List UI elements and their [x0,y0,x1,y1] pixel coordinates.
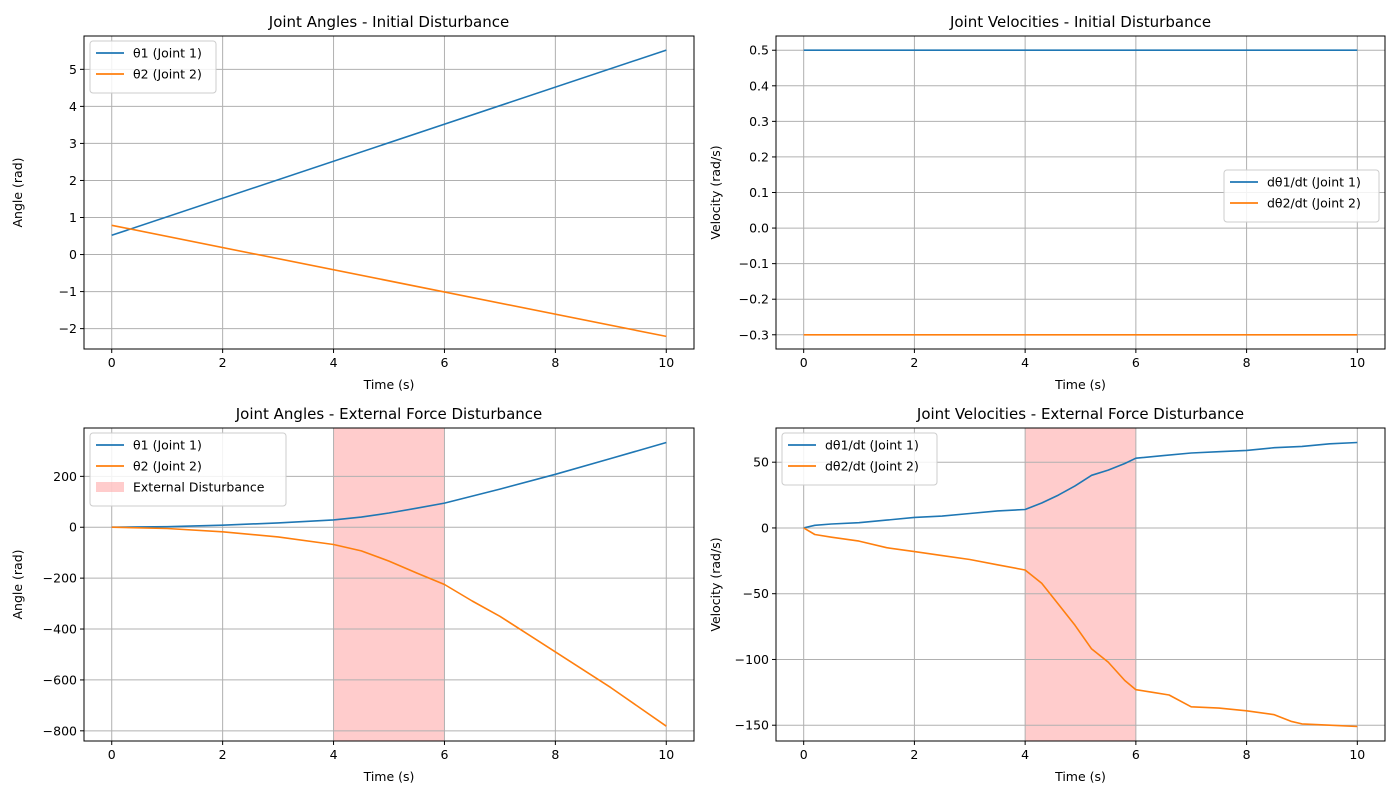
legend-label: θ1 (Joint 1) [133,46,202,61]
series-line-1 [803,441,1358,529]
y-tick-label: 50 [753,455,769,470]
x-tick-label: 2 [910,747,918,762]
y-tick-label: −100 [735,652,769,667]
series-line-1 [111,49,667,237]
y-tick-label: −600 [43,672,77,687]
chart-title: Joint Angles - Initial Disturbance [268,13,509,31]
y-tick-label: 5 [69,62,77,77]
y-tick-label: −0.3 [739,327,769,342]
x-tick-label: 8 [1243,747,1251,762]
legend-label: θ2 (Joint 2) [133,459,202,474]
y-tick-label: −2 [59,321,77,336]
y-tick-label: −1 [59,284,77,299]
chart-title: Joint Angles - External Force Disturbanc… [235,405,543,423]
x-tick-label: 0 [800,355,808,370]
y-tick-label: 4 [69,99,77,114]
y-axis-label: Angle (rad) [10,549,25,619]
chart-panel-4: 0 2 4 6 8 10 −150 −100 −50 0 50 Joint Velocities - … [708,405,1386,784]
legend-swatch [96,482,124,492]
x-tick-label: 6 [440,747,448,762]
y-tick-label: 0.0 [749,221,769,236]
x-tick-label: 6 [440,355,448,370]
legend-label: dθ1/dt (Joint 1) [825,438,919,453]
x-tick-label: 8 [551,747,559,762]
axes-frame [83,35,695,350]
legend: θ1 (Joint 1) θ2 (Joint 2) External Disturb… [89,432,287,507]
y-axis-label: Velocity (rad/s) [708,145,723,239]
disturbance-span [333,428,445,741]
y-tick-label: 200 [53,469,77,484]
x-tick-label: 6 [1132,355,1140,370]
y-tick-label: 0.2 [749,149,769,164]
legend-box [89,40,217,94]
axes-frame [775,427,1386,742]
y-tick-label: −0.1 [739,256,769,271]
x-tick-label: 8 [551,355,559,370]
y-tick-label: 0.5 [749,43,769,58]
x-tick-label: 4 [1021,747,1029,762]
x-tick-label: 4 [330,747,338,762]
y-tick-label: −150 [735,718,769,733]
x-tick-label: 2 [219,747,227,762]
y-tick-label: 0.1 [749,185,769,200]
y-tick-label: 0.4 [749,78,769,93]
legend: θ1 (Joint 1) θ2 (Joint 2) [89,40,217,94]
series-line-2 [111,224,667,338]
series-line-2 [803,527,1358,728]
x-axis-label: Time (s) [1054,769,1106,784]
legend-label: dθ1/dt (Joint 1) [1267,175,1361,190]
x-axis-label: Time (s) [363,769,415,784]
legend-box [1223,169,1380,223]
y-tick-label: 1 [69,210,77,225]
x-tick-label: 10 [1349,747,1365,762]
legend-label: θ1 (Joint 1) [133,438,202,453]
axes-frame [83,427,695,742]
legend-label: External Disturbance [133,480,265,495]
grid [84,428,694,741]
x-tick-label: 10 [1349,355,1365,370]
legend-label: dθ2/dt (Joint 2) [1267,196,1361,211]
legend: dθ1/dt (Joint 1) dθ2/dt (Joint 2) [781,432,938,486]
legend: dθ1/dt (Joint 1) dθ2/dt (Joint 2) [1223,169,1380,223]
legend-label: dθ2/dt (Joint 2) [825,459,919,474]
x-tick-label: 4 [330,355,338,370]
x-tick-label: 8 [1243,355,1251,370]
x-tick-label: 0 [108,355,116,370]
y-tick-label: −50 [743,586,769,601]
chart-panel-1: 0 2 4 6 8 10 −2 −1 0 1 2 3 4 5 Joint Angles - Initial … [10,13,695,392]
y-tick-label: −200 [43,571,77,586]
legend-label: θ2 (Joint 2) [133,67,202,82]
y-tick-label: −400 [43,622,77,637]
x-axis-label: Time (s) [363,377,415,392]
x-tick-label: 0 [800,747,808,762]
y-tick-label: 2 [69,173,77,188]
chart-title: Joint Velocities - External Force Distur… [916,405,1244,423]
x-tick-label: 10 [658,355,674,370]
chart-panel-3: 0 2 4 6 8 10 −800 −600 −400 −200 0 200 Joint Angles … [10,405,695,784]
x-tick-label: 6 [1132,747,1140,762]
y-tick-label: 0 [761,520,769,535]
legend-box [781,432,938,486]
chart-panel-2: 0 2 4 6 8 10 −0.3 −0.2 −0.1 0.0 0.1 0.2 0.3 0.4 0.5 Joi… [708,13,1386,392]
chart-title: Joint Velocities - Initial Disturbance [949,13,1211,31]
y-tick-label: 3 [69,136,77,151]
y-tick-label: 0.3 [749,114,769,129]
x-axis-label: Time (s) [1054,377,1106,392]
x-tick-label: 4 [1021,355,1029,370]
y-tick-label: 0 [69,247,77,262]
y-tick-label: −800 [43,723,77,738]
y-axis-label: Velocity (rad/s) [708,537,723,631]
y-tick-label: −0.2 [739,292,769,307]
x-tick-label: 2 [219,355,227,370]
x-tick-label: 0 [108,747,116,762]
y-tick-label: 0 [69,520,77,535]
y-axis-label: Angle (rad) [10,157,25,227]
grid [84,36,694,349]
x-tick-label: 2 [910,355,918,370]
legend-box [89,432,287,507]
x-tick-label: 10 [658,747,674,762]
series-line-2 [111,526,667,727]
series-line-1 [111,441,667,528]
